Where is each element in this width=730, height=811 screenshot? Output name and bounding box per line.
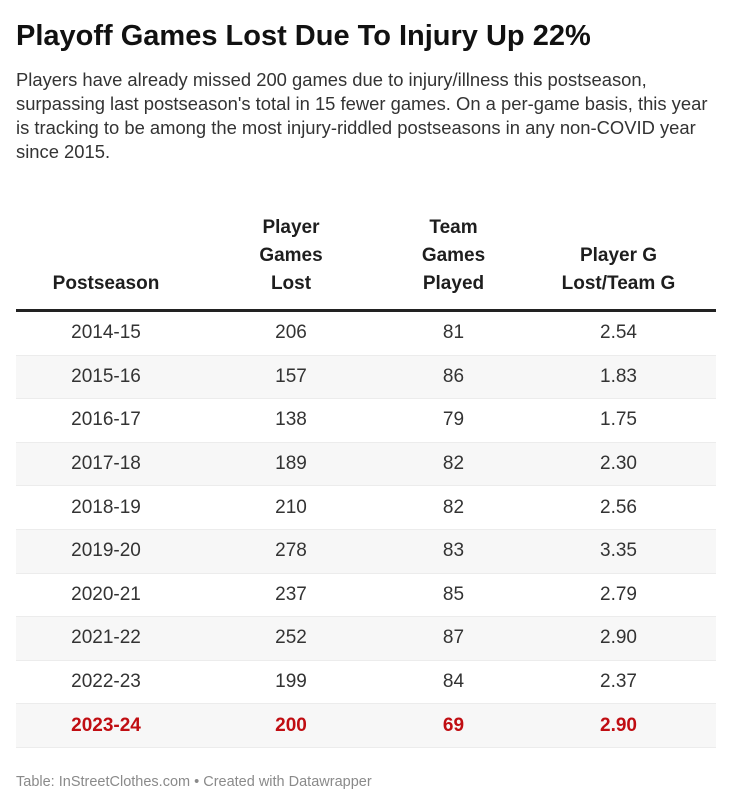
cell-postseason: 2019-20 — [16, 529, 196, 574]
chart-header: Playoff Games Lost Due To Injury Up 22% … — [16, 14, 716, 164]
table-header: Postseason Player Games Lost Team Games Played… — [16, 214, 716, 312]
column-header-ratio: Player G Lost/Team G — [521, 214, 716, 312]
column-header-line: Player — [262, 217, 320, 238]
cell-postseason: 2015-16 — [16, 355, 196, 400]
cell-ratio: 2.79 — [521, 573, 716, 618]
source-footer: Table: InStreetClothes.com • Created wit… — [16, 774, 372, 790]
cell-ratio: 2.54 — [521, 310, 716, 356]
cell-team-games-played: 84 — [386, 660, 521, 705]
cell-postseason: 2021-22 — [16, 616, 196, 661]
cell-player-games-lost: 200 — [196, 703, 386, 748]
table-row: 2015-16 157 86 1.83 — [16, 355, 716, 400]
cell-team-games-played: 86 — [386, 355, 521, 400]
table-row: 2021-22 252 87 2.90 — [16, 616, 716, 661]
column-header-postseason: Postseason — [16, 214, 196, 312]
table-row: 2014-15 206 81 2.54 — [16, 310, 716, 356]
table-row: 2018-19 210 82 2.56 — [16, 485, 716, 530]
cell-team-games-played: 82 — [386, 485, 521, 530]
chart-subtitle: Players have already missed 200 games du… — [16, 69, 708, 162]
chart-title: Playoff Games Lost Due To Injury Up 22% — [16, 20, 591, 52]
cell-ratio: 1.75 — [521, 398, 716, 443]
cell-ratio: 2.30 — [521, 442, 716, 487]
cell-team-games-played: 81 — [386, 310, 521, 356]
cell-postseason: 2014-15 — [16, 310, 196, 356]
cell-player-games-lost: 206 — [196, 310, 386, 356]
cell-postseason: 2022-23 — [16, 660, 196, 705]
cell-player-games-lost: 252 — [196, 616, 386, 661]
header-row: Postseason Player Games Lost Team Games Played… — [16, 214, 716, 312]
column-header-team-games-played: Team Games Played — [386, 214, 521, 312]
cell-postseason: 2016-17 — [16, 398, 196, 443]
column-header-line: Games — [259, 245, 323, 266]
cell-ratio: 1.83 — [521, 355, 716, 400]
cell-player-games-lost: 189 — [196, 442, 386, 487]
cell-team-games-played: 69 — [386, 703, 521, 748]
cell-ratio: 2.37 — [521, 660, 716, 705]
table-body: 2014-15 206 81 2.54 2015-16 157 86 1.83 2016-17 1… — [16, 310, 716, 748]
table-row: 2023-24 200 69 2.90 — [16, 703, 716, 748]
table-row: 2019-20 278 83 3.35 — [16, 529, 716, 574]
cell-team-games-played: 87 — [386, 616, 521, 661]
cell-team-games-played: 85 — [386, 573, 521, 618]
cell-postseason: 2023-24 — [16, 703, 196, 748]
cell-ratio: 2.90 — [521, 703, 716, 748]
cell-player-games-lost: 199 — [196, 660, 386, 705]
cell-player-games-lost: 157 — [196, 355, 386, 400]
cell-ratio: 2.56 — [521, 485, 716, 530]
column-header-line: Team — [429, 217, 478, 238]
cell-postseason: 2017-18 — [16, 442, 196, 487]
data-table: Postseason Player Games Lost Team Games Played… — [16, 214, 716, 748]
cell-postseason: 2018-19 — [16, 485, 196, 530]
column-header-line: Played — [422, 273, 485, 294]
table-row: 2022-23 199 84 2.37 — [16, 660, 716, 705]
table-row: 2017-18 189 82 2.30 — [16, 442, 716, 487]
column-header-line: Postseason — [52, 273, 160, 294]
cell-player-games-lost: 138 — [196, 398, 386, 443]
cell-player-games-lost: 278 — [196, 529, 386, 574]
column-header-line: Games — [421, 245, 486, 266]
cell-team-games-played: 82 — [386, 442, 521, 487]
column-header-line: Lost — [270, 273, 312, 294]
cell-postseason: 2020-21 — [16, 573, 196, 618]
cell-team-games-played: 83 — [386, 529, 521, 574]
column-header-line: Player G — [579, 245, 658, 266]
table-row: 2020-21 237 85 2.79 — [16, 573, 716, 618]
column-header-line: Lost/Team G — [561, 273, 676, 294]
cell-player-games-lost: 237 — [196, 573, 386, 618]
cell-player-games-lost: 210 — [196, 485, 386, 530]
column-header-player-games-lost: Player Games Lost — [196, 214, 386, 312]
table-row: 2016-17 138 79 1.75 — [16, 398, 716, 443]
cell-team-games-played: 79 — [386, 398, 521, 443]
cell-ratio: 3.35 — [521, 529, 716, 574]
cell-ratio: 2.90 — [521, 616, 716, 661]
